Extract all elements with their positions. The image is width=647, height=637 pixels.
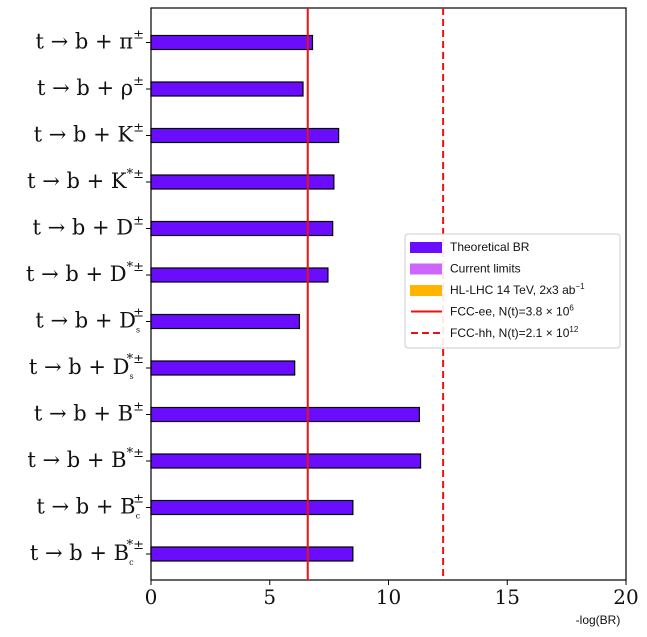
category-label: t → b + Ds*±	[29, 352, 144, 381]
x-tick-label: 10	[376, 585, 401, 609]
bar	[150, 127, 340, 144]
legend-box	[404, 233, 621, 349]
legend-label: FCC-ee, N(t)=3.8 × 106	[450, 304, 574, 319]
category-label: t → b + Bc±	[36, 492, 144, 521]
bar	[150, 406, 420, 423]
legend-label: Current limits	[450, 262, 521, 276]
category-label: t → b + B±	[34, 400, 144, 426]
legend-label: FCC-hh, N(t)=2.1 × 1012	[450, 325, 579, 340]
bar	[150, 360, 296, 376]
bar	[150, 453, 422, 469]
category-label: t → b + D*±	[26, 260, 144, 286]
bar	[150, 313, 301, 330]
x-tick-label: 0	[145, 585, 158, 609]
legend-label: HL-LHC 14 TeV, 2x3 ab−1	[450, 282, 585, 297]
category-label: t → b + D±	[32, 214, 144, 240]
x-axis-label: -log(BR)	[576, 613, 621, 627]
bar	[150, 220, 334, 237]
category-label: t → b + B*±	[27, 446, 144, 472]
category-label: t → b + K*±	[27, 167, 144, 193]
bar	[150, 267, 329, 283]
category-label: t → b + K±	[34, 121, 144, 147]
category-label: t → b + π±	[36, 28, 144, 54]
legend-swatch	[410, 285, 442, 296]
bar	[150, 174, 335, 190]
legend-label: Theoretical BR	[450, 240, 530, 254]
category-label: t → b + Bc*±	[30, 538, 144, 567]
bar	[150, 499, 354, 516]
legend-swatch	[410, 263, 442, 275]
legend-swatch	[410, 242, 442, 253]
bar	[150, 34, 314, 51]
category-label: t → b + ρ±	[37, 74, 144, 100]
category-label: t → b + Ds±	[35, 306, 144, 335]
x-tick-label: 20	[613, 585, 638, 609]
x-tick-label: 5	[263, 585, 276, 609]
bar	[150, 546, 354, 562]
x-tick-label: 15	[495, 585, 520, 609]
bar	[150, 81, 304, 97]
